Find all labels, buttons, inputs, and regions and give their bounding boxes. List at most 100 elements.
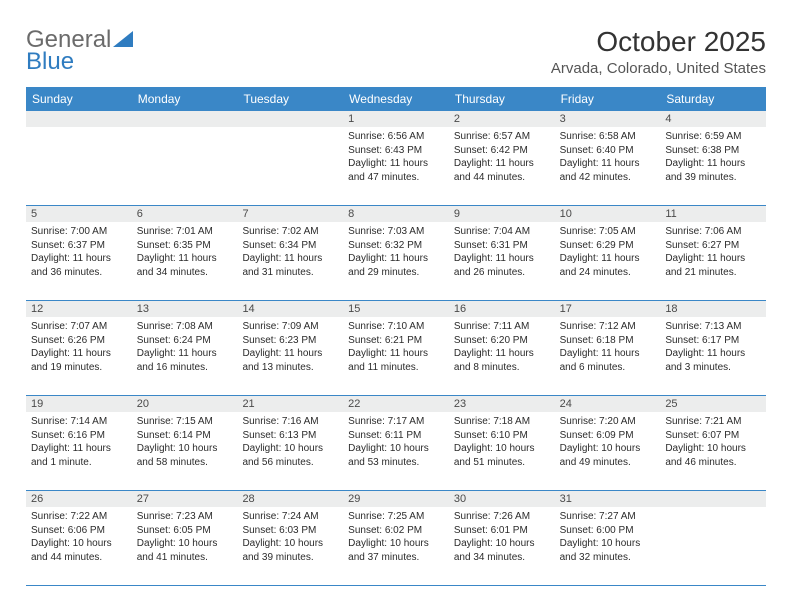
daylight-text-2: and 6 minutes.	[560, 361, 656, 375]
daylight-text-1: Daylight: 10 hours	[454, 537, 550, 551]
day-number	[660, 491, 766, 507]
daylight-text-2: and 42 minutes.	[560, 171, 656, 185]
day-cell: Sunrise: 7:17 AMSunset: 6:11 PMDaylight:…	[343, 412, 449, 490]
daylight-text-2: and 8 minutes.	[454, 361, 550, 375]
sunset-text: Sunset: 6:23 PM	[242, 334, 338, 348]
daynum-row: 262728293031	[26, 491, 766, 507]
day-cell: Sunrise: 7:10 AMSunset: 6:21 PMDaylight:…	[343, 317, 449, 395]
day-number: 15	[343, 301, 449, 317]
day-number: 21	[237, 396, 343, 412]
day-header-saturday: Saturday	[660, 87, 766, 111]
sunset-text: Sunset: 6:34 PM	[242, 239, 338, 253]
sunrise-text: Sunrise: 6:57 AM	[454, 130, 550, 144]
daylight-text-1: Daylight: 10 hours	[560, 537, 656, 551]
daylight-text-2: and 1 minute.	[31, 456, 127, 470]
daylight-text-2: and 32 minutes.	[560, 551, 656, 565]
sunrise-text: Sunrise: 6:59 AM	[665, 130, 761, 144]
daylight-text-1: Daylight: 10 hours	[560, 442, 656, 456]
daylight-text-2: and 24 minutes.	[560, 266, 656, 280]
daylight-text-2: and 44 minutes.	[454, 171, 550, 185]
daynum-row: 12131415161718	[26, 301, 766, 317]
sunrise-text: Sunrise: 7:08 AM	[137, 320, 233, 334]
day-cell: Sunrise: 7:24 AMSunset: 6:03 PMDaylight:…	[237, 507, 343, 585]
day-number: 31	[555, 491, 661, 507]
daylight-text-2: and 29 minutes.	[348, 266, 444, 280]
day-number: 20	[132, 396, 238, 412]
daylight-text-2: and 36 minutes.	[31, 266, 127, 280]
day-cell: Sunrise: 7:08 AMSunset: 6:24 PMDaylight:…	[132, 317, 238, 395]
daylight-text-2: and 51 minutes.	[454, 456, 550, 470]
sunset-text: Sunset: 6:21 PM	[348, 334, 444, 348]
day-cell: Sunrise: 7:04 AMSunset: 6:31 PMDaylight:…	[449, 222, 555, 300]
daylight-text-2: and 41 minutes.	[137, 551, 233, 565]
day-cell: Sunrise: 7:01 AMSunset: 6:35 PMDaylight:…	[132, 222, 238, 300]
day-cell: Sunrise: 6:59 AMSunset: 6:38 PMDaylight:…	[660, 127, 766, 205]
day-number	[237, 111, 343, 127]
day-cell: Sunrise: 7:18 AMSunset: 6:10 PMDaylight:…	[449, 412, 555, 490]
day-number: 22	[343, 396, 449, 412]
day-cell: Sunrise: 6:56 AMSunset: 6:43 PMDaylight:…	[343, 127, 449, 205]
sunset-text: Sunset: 6:42 PM	[454, 144, 550, 158]
sunrise-text: Sunrise: 6:58 AM	[560, 130, 656, 144]
daylight-text-1: Daylight: 11 hours	[348, 157, 444, 171]
day-number: 12	[26, 301, 132, 317]
sunrise-text: Sunrise: 7:11 AM	[454, 320, 550, 334]
sunrise-text: Sunrise: 7:01 AM	[137, 225, 233, 239]
sunset-text: Sunset: 6:37 PM	[31, 239, 127, 253]
sunrise-text: Sunrise: 7:00 AM	[31, 225, 127, 239]
day-header-tuesday: Tuesday	[237, 87, 343, 111]
sunrise-text: Sunrise: 7:23 AM	[137, 510, 233, 524]
day-header-sunday: Sunday	[26, 87, 132, 111]
sunset-text: Sunset: 6:00 PM	[560, 524, 656, 538]
location-text: Arvada, Colorado, United States	[551, 60, 766, 77]
day-cell: Sunrise: 7:26 AMSunset: 6:01 PMDaylight:…	[449, 507, 555, 585]
day-cell: Sunrise: 7:16 AMSunset: 6:13 PMDaylight:…	[237, 412, 343, 490]
sunset-text: Sunset: 6:01 PM	[454, 524, 550, 538]
logo-text-blue: Blue	[26, 48, 74, 75]
daylight-text-1: Daylight: 11 hours	[454, 252, 550, 266]
day-number	[132, 111, 238, 127]
daylight-text-1: Daylight: 11 hours	[31, 442, 127, 456]
day-cell	[26, 127, 132, 205]
daylight-text-2: and 58 minutes.	[137, 456, 233, 470]
daylight-text-2: and 53 minutes.	[348, 456, 444, 470]
daylight-text-1: Daylight: 10 hours	[348, 442, 444, 456]
day-number: 24	[555, 396, 661, 412]
day-number: 5	[26, 206, 132, 222]
day-number: 17	[555, 301, 661, 317]
day-cell: Sunrise: 7:25 AMSunset: 6:02 PMDaylight:…	[343, 507, 449, 585]
daylight-text-1: Daylight: 10 hours	[242, 442, 338, 456]
day-cell: Sunrise: 7:23 AMSunset: 6:05 PMDaylight:…	[132, 507, 238, 585]
daylight-text-2: and 56 minutes.	[242, 456, 338, 470]
sunrise-text: Sunrise: 7:26 AM	[454, 510, 550, 524]
daynum-row: 567891011	[26, 206, 766, 222]
logo-blue-line: Blue	[26, 48, 74, 76]
daylight-text-1: Daylight: 11 hours	[665, 347, 761, 361]
day-number: 26	[26, 491, 132, 507]
daylight-text-1: Daylight: 10 hours	[31, 537, 127, 551]
sunset-text: Sunset: 6:05 PM	[137, 524, 233, 538]
sunset-text: Sunset: 6:06 PM	[31, 524, 127, 538]
sunrise-text: Sunrise: 7:22 AM	[31, 510, 127, 524]
daylight-text-1: Daylight: 10 hours	[137, 537, 233, 551]
day-number: 29	[343, 491, 449, 507]
week-row: Sunrise: 7:00 AMSunset: 6:37 PM Daylight:…	[26, 222, 766, 301]
day-cell: Sunrise: 7:06 AMSunset: 6:27 PMDaylight:…	[660, 222, 766, 300]
sunset-text: Sunset: 6:16 PM	[31, 429, 127, 443]
day-number: 10	[555, 206, 661, 222]
day-number: 6	[132, 206, 238, 222]
day-cell: Sunrise: 7:20 AMSunset: 6:09 PMDaylight:…	[555, 412, 661, 490]
sunrise-text: Sunrise: 7:14 AM	[31, 415, 127, 429]
sunrise-text: Sunrise: 7:27 AM	[560, 510, 656, 524]
day-headers-row: Sunday Monday Tuesday Wednesday Thursday…	[26, 87, 766, 111]
sunrise-text: Sunrise: 7:16 AM	[242, 415, 338, 429]
day-cell: Sunrise: 7:07 AMSunset: 6:26 PMDaylight:…	[26, 317, 132, 395]
day-header-friday: Friday	[555, 87, 661, 111]
daylight-text-1: Daylight: 11 hours	[31, 347, 127, 361]
logo-triangle-icon	[113, 26, 133, 54]
sunset-text: Sunset: 6:20 PM	[454, 334, 550, 348]
sunrise-text: Sunrise: 7:13 AM	[665, 320, 761, 334]
day-header-monday: Monday	[132, 87, 238, 111]
day-cell: Sunrise: 7:09 AMSunset: 6:23 PMDaylight:…	[237, 317, 343, 395]
daylight-text-1: Daylight: 11 hours	[348, 347, 444, 361]
